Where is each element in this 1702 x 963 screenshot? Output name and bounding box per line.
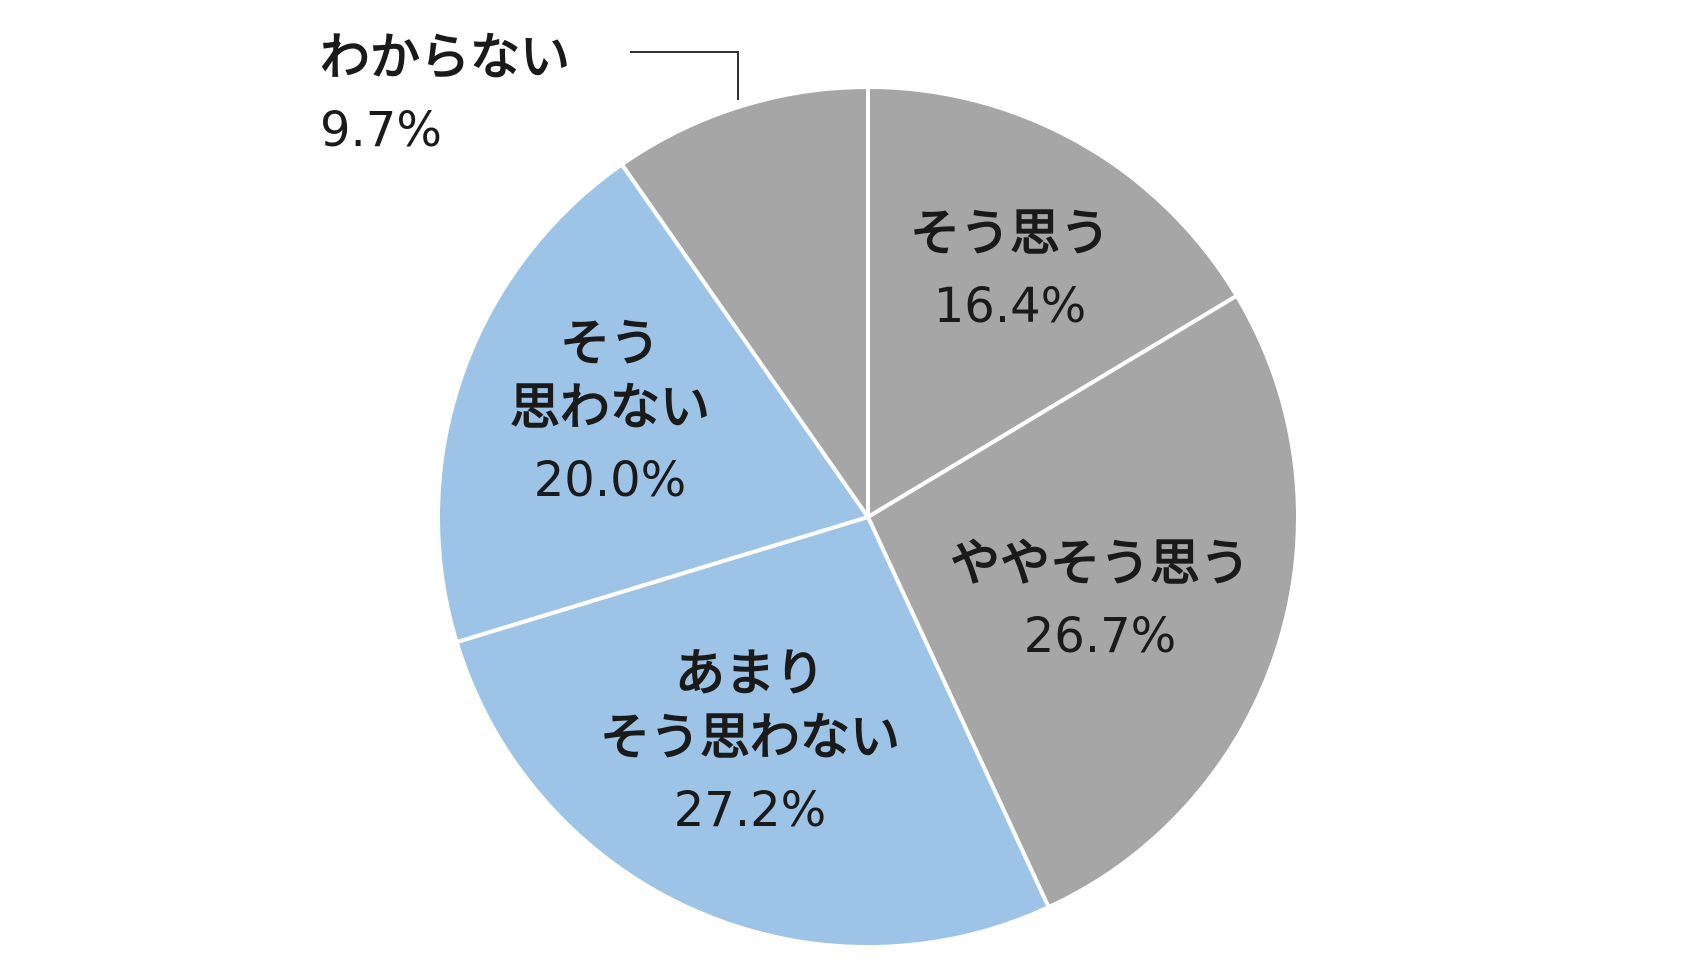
pie-slice bbox=[866, 293, 1300, 910]
pie-slice bbox=[619, 85, 870, 519]
pie-slice bbox=[454, 515, 1051, 949]
slice-value-label: 9.7% bbox=[320, 102, 442, 158]
slice-value-label: 26.7% bbox=[1024, 608, 1176, 664]
slice-label: あまり bbox=[675, 644, 825, 702]
pie-slice bbox=[436, 162, 870, 645]
pie-slice bbox=[866, 85, 1239, 519]
slice-label: そう思う bbox=[910, 204, 1110, 262]
pie-labels: そう思う16.4%ややそう思う26.7%あまりそう思わない27.2%そう思わない… bbox=[320, 28, 1250, 838]
slice-label: 思わない bbox=[510, 378, 710, 436]
pie-slices bbox=[436, 85, 1300, 949]
slice-value-label: 20.0% bbox=[534, 452, 686, 508]
slice-label: わからない bbox=[320, 28, 570, 86]
leader-line bbox=[630, 51, 739, 100]
slice-value-label: 16.4% bbox=[934, 278, 1086, 334]
slice-value-label: 27.2% bbox=[674, 782, 826, 838]
slice-label: そう思わない bbox=[600, 708, 900, 766]
slice-label: ややそう思う bbox=[950, 534, 1250, 592]
slice-label: そう bbox=[560, 314, 660, 372]
